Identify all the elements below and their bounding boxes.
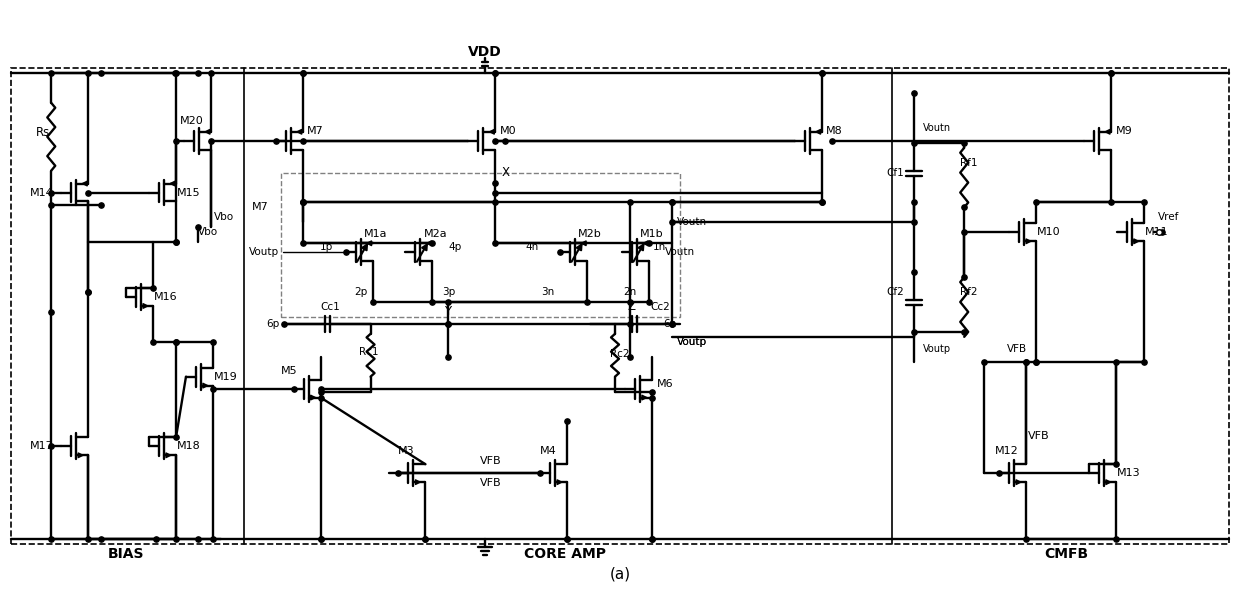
Text: M4: M4 — [539, 446, 557, 456]
Text: M1b: M1b — [640, 229, 663, 240]
Text: 1n: 1n — [653, 242, 667, 252]
Text: VDD: VDD — [469, 45, 502, 59]
Bar — [280, 173, 680, 317]
Text: M13: M13 — [1117, 468, 1141, 478]
Text: Voutp: Voutp — [677, 337, 707, 347]
Bar — [11, 68, 1229, 544]
Text: VFB: VFB — [1028, 432, 1050, 441]
Text: X: X — [501, 166, 510, 179]
Text: Rs: Rs — [36, 126, 51, 139]
Text: (a): (a) — [609, 566, 631, 582]
Text: Y: Y — [444, 305, 451, 318]
Text: 4n: 4n — [526, 242, 539, 252]
Text: M15: M15 — [177, 187, 201, 197]
Text: M17: M17 — [30, 441, 53, 452]
Text: Voutp: Voutp — [924, 344, 951, 354]
Text: Voutn: Voutn — [924, 123, 951, 133]
Text: M5: M5 — [280, 365, 298, 376]
Text: 2p: 2p — [353, 287, 367, 297]
Text: Voutn: Voutn — [665, 247, 696, 257]
Text: VFB: VFB — [480, 478, 501, 488]
Text: 3p: 3p — [441, 287, 455, 297]
Text: M7: M7 — [252, 202, 269, 213]
Text: CMFB: CMFB — [1044, 547, 1087, 561]
Text: CORE AMP: CORE AMP — [525, 547, 606, 561]
Text: M20: M20 — [180, 116, 203, 126]
Text: M1a: M1a — [363, 229, 387, 240]
Text: Cc2: Cc2 — [650, 302, 670, 312]
Text: Voutn: Voutn — [677, 217, 707, 228]
Text: 6n: 6n — [663, 319, 677, 329]
Text: Rf1: Rf1 — [961, 158, 978, 167]
Text: VFB: VFB — [1007, 344, 1027, 354]
Text: BIAS: BIAS — [108, 547, 144, 561]
Text: M3: M3 — [398, 446, 415, 456]
Text: Vref: Vref — [1158, 213, 1179, 222]
Text: Cf2: Cf2 — [887, 287, 904, 297]
Text: M2a: M2a — [424, 229, 448, 240]
Text: 2n: 2n — [624, 287, 636, 297]
Text: M6: M6 — [657, 379, 673, 389]
Text: Cf1: Cf1 — [887, 167, 904, 178]
Text: 4p: 4p — [449, 242, 463, 252]
Text: 6p: 6p — [267, 319, 279, 329]
Text: M0: M0 — [500, 126, 517, 136]
Text: M19: M19 — [215, 371, 238, 382]
Text: 3n: 3n — [542, 287, 554, 297]
Text: M10: M10 — [1037, 228, 1061, 237]
Text: Voutp: Voutp — [677, 337, 707, 347]
Text: M2b: M2b — [578, 229, 601, 240]
Text: Voutp: Voutp — [249, 247, 279, 257]
Text: Vbo: Vbo — [215, 213, 234, 222]
Text: M7: M7 — [308, 126, 324, 136]
Text: Rf2: Rf2 — [961, 287, 978, 297]
Text: M9: M9 — [1116, 126, 1132, 136]
Text: M8: M8 — [826, 126, 843, 136]
Text: M12: M12 — [996, 446, 1019, 456]
Text: Vbo: Vbo — [198, 228, 218, 237]
Text: M16: M16 — [154, 292, 177, 302]
Text: M14: M14 — [30, 187, 53, 197]
Text: M11: M11 — [1145, 228, 1168, 237]
Text: M18: M18 — [177, 441, 201, 452]
Text: VFB: VFB — [480, 456, 501, 467]
Text: Rc2: Rc2 — [610, 349, 630, 359]
Text: Cc1: Cc1 — [321, 302, 341, 312]
Text: Rc1: Rc1 — [358, 347, 378, 357]
Text: Z: Z — [627, 300, 636, 314]
Text: 1p: 1p — [320, 242, 334, 252]
